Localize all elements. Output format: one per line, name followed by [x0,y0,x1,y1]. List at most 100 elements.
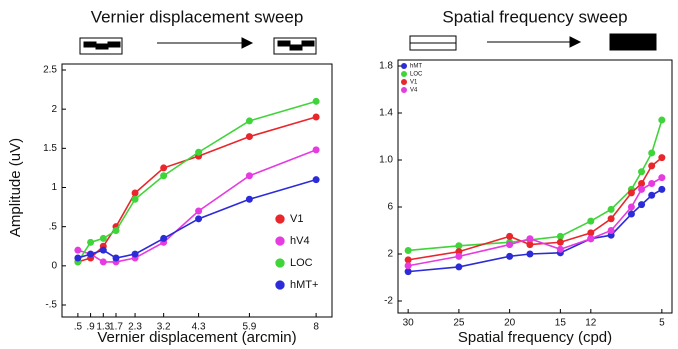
data-point [245,117,253,125]
data-point [658,116,666,124]
x-tick-label: 8 [313,322,319,333]
data-point [404,268,412,276]
data-point [312,97,320,105]
data-point [455,263,463,271]
data-point [648,162,656,170]
y-axis-label: Amplitude (uV) [7,138,24,237]
y-tick-label: 1.0 [379,155,393,166]
y-tick-label: 2.5 [43,65,57,76]
legend-label: LOC [290,257,313,269]
chart-title: Vernier displacement sweep [91,7,304,26]
data-point [638,180,646,187]
y-tick-label: -2 [384,296,393,307]
data-point [74,246,82,254]
x-tick-label: 15 [555,318,567,329]
x-axis-label: Spatial frequency (cpd) [458,329,612,346]
x-tick-label: 12 [585,318,597,329]
data-point [312,113,320,121]
x-tick-label: 20 [504,318,516,329]
legend-label: hV4 [290,235,310,247]
legend-marker [401,87,407,93]
x-tick-label: .5 [74,322,83,333]
data-point [455,242,463,250]
y-tick-label: 1.4 [379,108,393,119]
data-point [195,207,203,215]
y-tick-label: -.5 [45,300,57,311]
legend-label: LOC [410,72,423,78]
data-point [99,258,107,266]
data-point [638,185,646,193]
data-point [87,238,95,246]
stimulus-icons [79,33,657,55]
x-tick-label: 1.7 [109,322,123,333]
legend-marker [401,63,407,69]
x-tick-label: 2.3 [128,322,142,333]
data-point [556,245,564,253]
data-point [112,254,120,262]
data-point [648,191,656,199]
data-point [526,241,534,249]
y-tick-label: 2 [51,104,57,115]
data-point [131,189,139,197]
legend-label: V4 [410,88,418,94]
data-point [404,246,412,254]
legend-marker [401,71,407,77]
legend-marker [275,236,285,246]
chart-title: Spatial frequency sweep [442,7,627,26]
legend-marker [275,258,285,268]
y-tick-label: 0 [51,260,57,271]
data-point [658,154,666,162]
plot-frame [61,63,333,318]
data-point [648,180,656,187]
data-point [87,250,95,258]
data-point [658,185,666,193]
x-tick-label: 4.3 [192,322,206,333]
data-point [404,262,412,270]
legend-label: hMT+ [290,279,318,291]
legend-label: hMT [410,64,422,70]
x-tick-label: 1.3 [96,322,110,333]
data-point [245,172,253,180]
y-tick-label: 2 [387,249,393,260]
data-point [245,195,253,203]
x-tick-label: 5.9 [242,322,256,333]
x-tick-label: 25 [453,318,465,329]
data-point [638,168,646,176]
x-tick-label: 5 [659,318,665,329]
legend-label: V1 [410,80,418,86]
data-point [587,217,595,225]
data-point [195,148,203,156]
data-point [312,176,320,184]
series-line [408,157,663,261]
y-tick-label: 6 [387,202,393,213]
data-point [160,164,168,172]
x-axis-label: Vernier displacement (arcmin) [97,329,296,346]
data-point [556,238,564,246]
data-point [506,241,514,249]
data-point [587,235,595,243]
x-tick-label: .9 [86,322,95,333]
data-point [526,235,534,243]
series-line [408,119,663,252]
data-point [74,254,82,262]
data-point [526,250,534,258]
data-point [607,227,615,234]
legend-marker [275,214,285,224]
data-point [658,174,666,182]
data-point [312,146,320,154]
data-point [648,149,656,157]
data-point [587,229,595,237]
data-point [607,205,615,213]
data-point [506,252,514,260]
data-point [627,210,635,218]
data-point [160,172,168,180]
data-point [638,201,646,209]
data-point [131,250,139,258]
data-point [506,232,514,240]
legend-marker [401,79,407,85]
data-point [607,215,615,223]
data-point [112,227,120,235]
data-point [99,246,107,254]
legend-marker [275,280,285,290]
